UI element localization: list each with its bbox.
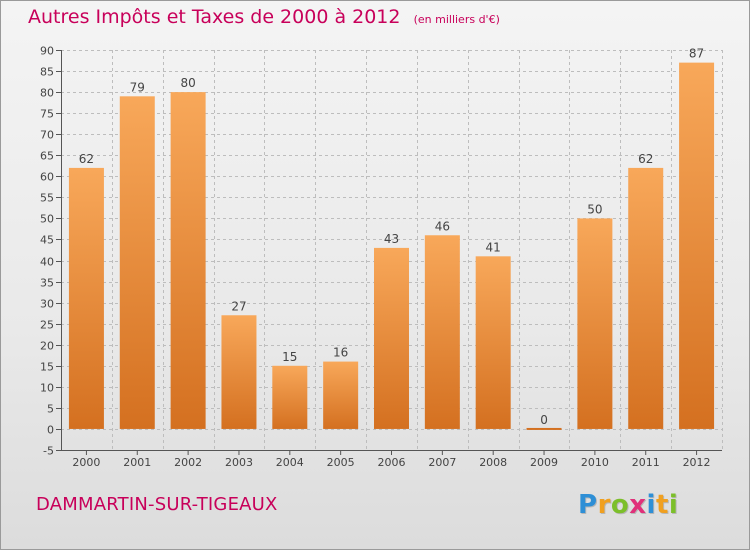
data-label: 27 [231, 299, 246, 313]
y-tick-label: 80 [40, 87, 54, 100]
data-label: 16 [333, 346, 348, 360]
y-tick-label: 60 [40, 171, 54, 184]
bar [68, 167, 104, 429]
data-label: 62 [638, 152, 653, 166]
chart-subtitle: (en milliers d'€) [413, 13, 500, 26]
bar [577, 218, 613, 429]
x-tick-label: 2008 [479, 456, 507, 469]
brand-letter: t [655, 490, 669, 520]
y-tick-label: 70 [40, 129, 54, 142]
x-tick-label: 2011 [632, 456, 660, 469]
y-tick-label: 30 [40, 298, 54, 311]
data-label: 50 [587, 202, 602, 216]
bar [323, 361, 359, 429]
x-tick-label: 2010 [581, 456, 609, 469]
y-tick-label: 65 [40, 150, 54, 163]
bar [170, 92, 206, 429]
commune-name: DAMMARTIN-SUR-TIGEAUX [36, 494, 278, 515]
x-tick-label: 2009 [530, 456, 558, 469]
y-tick-label: 55 [40, 192, 54, 205]
data-label: 87 [689, 47, 704, 61]
data-label: 80 [180, 76, 195, 90]
x-tick-label: 2001 [123, 456, 151, 469]
y-tick-label: 5 [47, 403, 54, 416]
y-tick-label: 15 [40, 361, 54, 374]
y-tick-label: 35 [40, 277, 54, 290]
brand-letter: P [578, 490, 598, 520]
data-label: 0 [540, 413, 548, 427]
bars-layer [68, 62, 715, 430]
chart-title: Autres Impôts et Taxes de 2000 à 2012 [28, 6, 401, 28]
y-tick-label: 40 [40, 256, 54, 269]
x-tick-label: 2002 [174, 456, 202, 469]
x-tick-label: 2007 [428, 456, 456, 469]
y-tick-label: 25 [40, 319, 54, 332]
bar [272, 365, 308, 429]
data-label: 15 [282, 350, 297, 364]
y-tick-label: 50 [40, 213, 54, 226]
brand-logo: Proxiti [578, 490, 678, 520]
bar [475, 256, 511, 429]
x-tick-label: 2012 [683, 456, 711, 469]
y-tick-label: 20 [40, 340, 54, 353]
brand-letter: r [597, 490, 611, 520]
x-tick-label: 2000 [72, 456, 100, 469]
x-tick-label: 2005 [327, 456, 355, 469]
data-label: 46 [435, 219, 450, 233]
y-tick-label: 45 [40, 234, 54, 247]
brand-letter: o [610, 490, 630, 520]
data-label: 62 [79, 152, 94, 166]
brand-letter: x [629, 490, 647, 520]
y-tick-label: 0 [47, 424, 54, 437]
data-label: 41 [486, 240, 501, 254]
bar [221, 315, 257, 429]
x-tick-label: 2004 [276, 456, 304, 469]
y-tick-label: -5 [43, 445, 54, 458]
title-block: Autres Impôts et Taxes de 2000 à 2012 (e… [28, 6, 500, 28]
brand-letter: i [668, 490, 679, 520]
data-label: 43 [384, 232, 399, 246]
y-tick-label: 75 [40, 108, 54, 121]
x-tick-label: 2006 [378, 456, 406, 469]
labels-layer: -5 0 5 10 15 20 25 30 35 40 45 50 55 60 65 70 75 80 85 90 62… [40, 45, 711, 470]
data-label: 79 [130, 80, 145, 94]
y-tick-label: 10 [40, 382, 54, 395]
bar [526, 427, 562, 430]
y-tick-label: 85 [40, 66, 54, 79]
axes-layer [56, 50, 722, 455]
bar [424, 235, 460, 429]
y-tick-label: 90 [40, 45, 54, 58]
bar [628, 167, 664, 429]
bar [679, 62, 715, 429]
brand-letter: i [646, 490, 656, 520]
x-tick-label: 2003 [225, 456, 253, 469]
bar [119, 96, 155, 429]
bar [374, 247, 409, 429]
